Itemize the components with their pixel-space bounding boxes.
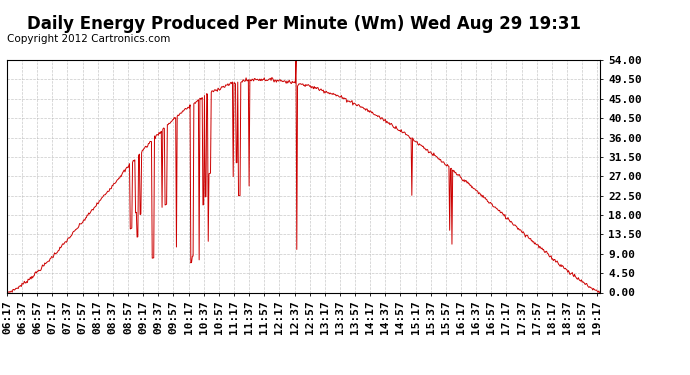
Text: Daily Energy Produced Per Minute (Wm) Wed Aug 29 19:31: Daily Energy Produced Per Minute (Wm) We… [27, 15, 580, 33]
Text: Copyright 2012 Cartronics.com: Copyright 2012 Cartronics.com [7, 34, 170, 44]
Text: Power Produced (watts/minute): Power Produced (watts/minute) [467, 30, 637, 40]
